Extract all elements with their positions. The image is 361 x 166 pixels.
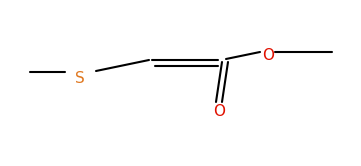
- Text: O: O: [262, 47, 274, 63]
- Text: O: O: [213, 103, 225, 119]
- Text: S: S: [75, 71, 85, 85]
